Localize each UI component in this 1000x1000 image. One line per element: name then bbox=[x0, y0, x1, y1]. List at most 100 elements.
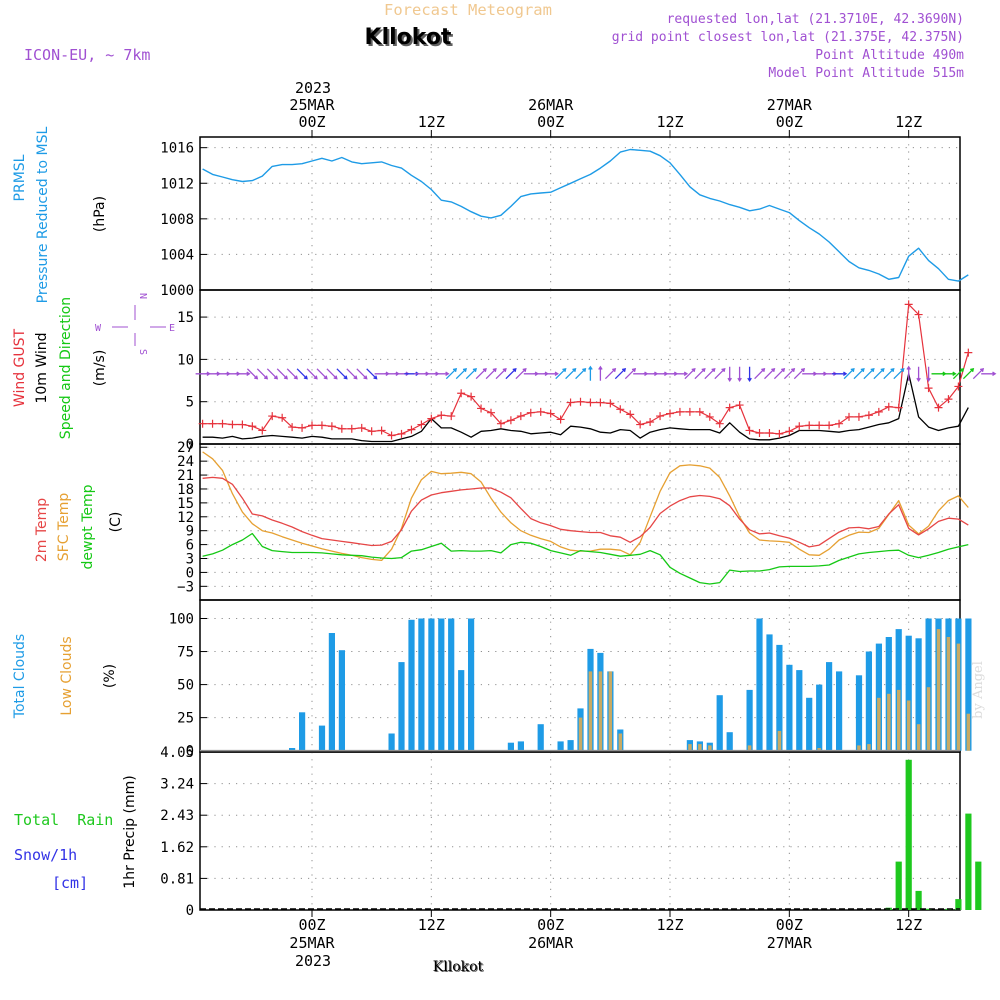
wind-direction-arrow bbox=[455, 367, 467, 380]
dewpt-label: dewpt Temp bbox=[80, 484, 96, 569]
wind-direction-arrow bbox=[296, 368, 308, 380]
top-axis-time: 00Z bbox=[537, 113, 564, 131]
sfc-temp-label: SFC Temp bbox=[56, 493, 72, 562]
total-cloud-bar bbox=[855, 675, 863, 751]
total-cloud-bar bbox=[806, 697, 813, 751]
t2m-label: 2m Temp bbox=[34, 498, 50, 562]
total-cloud-bar bbox=[428, 618, 435, 751]
precip-ytick-label: 1.62 bbox=[160, 840, 194, 856]
gust-marker bbox=[337, 424, 346, 433]
low-cloud-bar bbox=[936, 629, 941, 751]
precip-unit: 1hr Precip (mm) bbox=[122, 775, 138, 888]
gust-marker bbox=[228, 420, 237, 429]
gust-marker bbox=[954, 382, 963, 391]
gust-marker bbox=[874, 407, 883, 416]
temp-ytick-label: 0 bbox=[186, 565, 194, 581]
gust-marker bbox=[666, 409, 674, 418]
temp-unit: (C) bbox=[108, 512, 124, 533]
gust-marker bbox=[357, 423, 366, 432]
gust-marker bbox=[695, 407, 704, 416]
temp-ytick-label: 6 bbox=[186, 538, 194, 554]
wind-direction-arrow bbox=[863, 367, 875, 380]
gust-marker bbox=[317, 421, 326, 430]
pressure-ytick-label: 1004 bbox=[160, 247, 194, 263]
top-axis-time: 00Z bbox=[298, 113, 325, 131]
compass-s: S bbox=[137, 349, 148, 355]
footer-location: Kllokot bbox=[433, 959, 484, 975]
wind-direction-arrow bbox=[346, 368, 358, 380]
low-cloud-bar bbox=[618, 733, 623, 751]
temp-ytick-label: 24 bbox=[177, 454, 194, 470]
wind-direction-arrow bbox=[737, 366, 742, 383]
wind-direction-arrow bbox=[832, 371, 848, 377]
total-cloud-bar bbox=[537, 724, 544, 751]
gust-marker bbox=[417, 420, 426, 429]
temp-ytick-label: 21 bbox=[177, 468, 194, 484]
wind-direction-arrow bbox=[764, 367, 776, 380]
gust-marker bbox=[854, 412, 863, 421]
low-cloud-bar bbox=[946, 637, 951, 751]
total-cloud-bar bbox=[716, 695, 723, 751]
gust-marker bbox=[765, 429, 774, 437]
total-cloud-bar bbox=[925, 618, 932, 751]
compass-rose: W E N S bbox=[95, 293, 175, 355]
gust-marker bbox=[298, 423, 307, 432]
gust-marker bbox=[496, 419, 505, 428]
top-year-label: 2023 bbox=[295, 79, 331, 97]
wind-direction-arrow bbox=[906, 365, 911, 381]
low-clouds-label: Low Clouds bbox=[59, 636, 75, 715]
t2m-line bbox=[202, 476, 969, 548]
wind-direction-arrow bbox=[684, 367, 696, 380]
total-cloud-bar bbox=[865, 651, 872, 751]
wind-direction-arrow bbox=[356, 368, 368, 380]
total-cloud-bar bbox=[318, 725, 326, 751]
clouds-ytick-label: 25 bbox=[177, 711, 194, 727]
prmsl-label: PRMSL bbox=[12, 154, 28, 201]
gust-marker bbox=[755, 429, 764, 437]
wind-direction-arrow bbox=[434, 371, 450, 377]
wind-ytick-label: 10 bbox=[177, 352, 194, 368]
wind-direction-arrow bbox=[952, 367, 965, 380]
low-cloud-bar bbox=[906, 700, 911, 751]
total-cloud-bar bbox=[328, 633, 335, 751]
wind-direction-arrow bbox=[316, 368, 328, 380]
total-cloud-bar bbox=[875, 643, 882, 751]
rain-bar bbox=[965, 813, 972, 910]
gust-marker bbox=[407, 425, 416, 434]
total-cloud-bar bbox=[726, 732, 733, 751]
wind-direction-arrow bbox=[843, 367, 855, 380]
wind-direction-arrow bbox=[941, 371, 957, 377]
gust-marker bbox=[845, 412, 853, 421]
clouds-ytick-label: 100 bbox=[169, 612, 194, 628]
total-cloud-bar bbox=[557, 741, 564, 751]
total-rain-label: Total Rain bbox=[14, 811, 113, 829]
wind-direction-arrow bbox=[853, 367, 865, 380]
snow-label: Snow/1h bbox=[14, 846, 77, 864]
gust-marker bbox=[576, 397, 585, 406]
gust-marker bbox=[626, 410, 635, 419]
pressure-line bbox=[202, 148, 969, 282]
total-cloud-bar bbox=[756, 618, 763, 751]
gust-marker bbox=[825, 421, 834, 430]
wind-direction-arrow bbox=[276, 368, 288, 380]
low-cloud-bar bbox=[887, 693, 891, 751]
clouds-ytick-label: 50 bbox=[177, 678, 194, 694]
compass-e: E bbox=[169, 323, 175, 334]
top-axis-date: 25MAR bbox=[289, 96, 335, 114]
precip-ytick-label: 4.05 bbox=[160, 745, 194, 761]
top-axis-time: 00Z bbox=[776, 113, 803, 131]
gust-marker bbox=[715, 419, 724, 428]
snow-cm-label: [cm] bbox=[52, 874, 88, 892]
total-cloud-bar bbox=[567, 740, 574, 751]
wind-gust-label: Wind GUST bbox=[12, 328, 28, 407]
gust-marker bbox=[308, 421, 316, 430]
gust-marker bbox=[467, 392, 476, 401]
wind-direction-arrow bbox=[565, 367, 577, 380]
low-cloud-bar bbox=[698, 744, 702, 751]
wind-direction-arrow bbox=[286, 368, 298, 380]
pressure-msl-label: Pressure Reduced to MSL bbox=[35, 126, 51, 303]
pressure-ytick-label: 1008 bbox=[160, 212, 194, 228]
gust-marker bbox=[556, 415, 565, 424]
